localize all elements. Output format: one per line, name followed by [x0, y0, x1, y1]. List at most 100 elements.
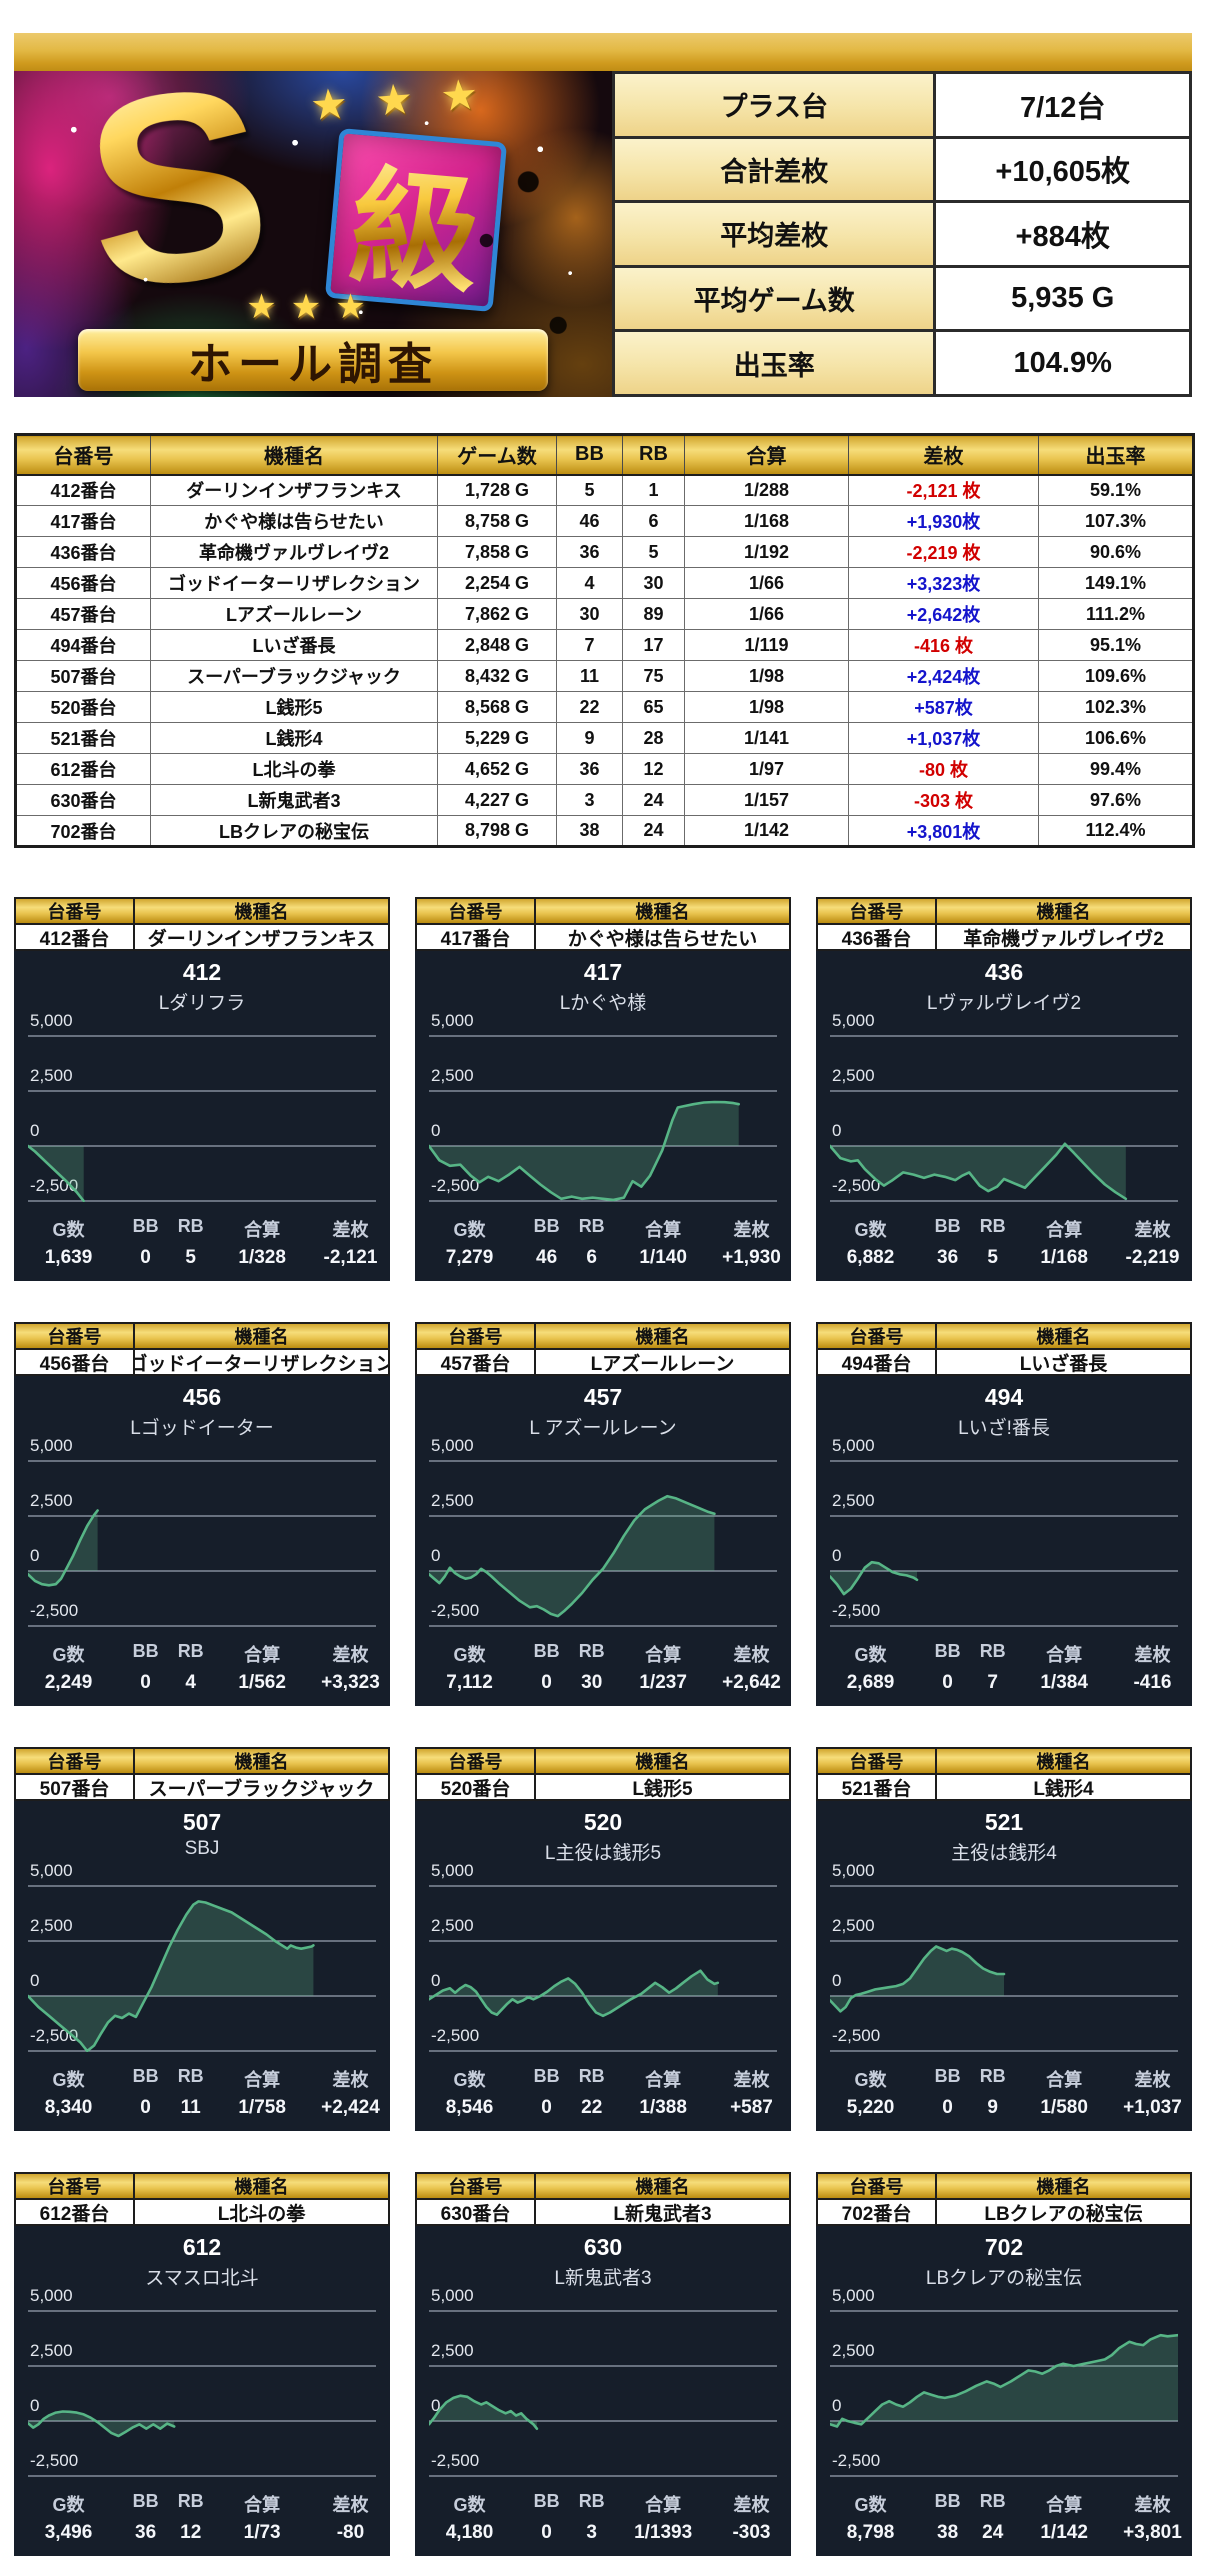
cell-machine-name: Lアズールレーン: [150, 598, 438, 630]
panel-machine-subtitle: Lヴァルヴレイヴ2: [926, 993, 1082, 1014]
stat-g-label: G数: [854, 1645, 887, 1665]
card-machine-no: 436番台: [818, 925, 938, 949]
y-axis-tick: -2,500: [832, 2026, 881, 2045]
y-axis-tick: 0: [30, 1971, 40, 1990]
card-name-label: 機種名: [135, 2174, 388, 2198]
stat-gassan-value: 1/580: [1040, 2097, 1088, 2118]
card-no-label: 台番号: [417, 1324, 537, 1348]
stat-diff-label: 差枚: [733, 2070, 770, 2090]
cell-rb: 6: [622, 505, 685, 537]
card-machine-no: 494番台: [818, 1350, 938, 1374]
card-machine-name: Lアズールレーン: [536, 1350, 789, 1374]
card-header-values: 494番台 Lいざ番長: [818, 1350, 1190, 1376]
y-axis-tick: 5,000: [431, 1861, 474, 1880]
slump-panel: 412 Lダリフラ 5,000 2,500 0 -2,500 G数 BB RB 合算 …: [14, 951, 390, 1281]
y-axis-tick: 5,000: [431, 1436, 474, 1455]
card-header-table: 台番号 機種名 507番台 スーパーブラックジャック: [14, 1747, 390, 1801]
cell-payout-rate: 106.6%: [1038, 722, 1194, 754]
panel-machine-number: 702: [984, 2234, 1024, 2260]
y-axis-tick: -2,500: [431, 1176, 480, 1195]
cell-diff: +1,930枚: [848, 505, 1039, 537]
summary-row: 合計差枚 +10,605枚: [615, 138, 1189, 204]
stat-bb-value: 36: [937, 1247, 959, 1268]
column-header: RB: [622, 434, 685, 476]
cell-rb: 17: [622, 629, 685, 661]
panel-stats-labels: G数 BB RB 合算 差枚: [816, 1216, 1192, 1242]
cell-rb: 24: [622, 784, 685, 816]
panel-stats: G数 BB RB 合算 差枚 7,112 0 30 1/237 +2,642: [415, 1641, 791, 1694]
y-axis-tick: 0: [431, 2396, 441, 2415]
card-header-table: 台番号 機種名 494番台 Lいざ番長: [816, 1322, 1192, 1376]
machine-card: 台番号 機種名 456番台 ゴッドイーターリザレクション 456 Lゴッドイータ…: [14, 1322, 390, 1706]
panel-stats: G数 BB RB 合算 差枚 7,279 46 6 1/140 +1,930: [415, 1216, 791, 1269]
cell-machine-name: L銭形5: [150, 691, 438, 723]
summary-row: 平均ゲーム数 5,935 G: [615, 267, 1189, 333]
card-header-values: 612番台 L北斗の拳: [16, 2200, 388, 2226]
stat-diff-label: 差枚: [733, 2495, 770, 2515]
cell-payout-rate: 109.6%: [1038, 660, 1194, 692]
y-axis-tick: 5,000: [431, 1011, 474, 1030]
y-axis-tick: -2,500: [30, 1601, 79, 1620]
results-table-body: 412番台 ダーリンインザフランキス 1,728 G 5 1 1/288 -2,…: [15, 474, 1194, 847]
card-header-table: 台番号 機種名 456番台 ゴッドイーターリザレクション: [14, 1322, 390, 1376]
card-name-label: 機種名: [135, 1749, 388, 1773]
cell-diff: -2,219 枚: [848, 536, 1039, 568]
card-header-table: 台番号 機種名 417番台 かぐや様は告らせたい: [415, 897, 791, 951]
cell-bb: 36: [556, 753, 623, 785]
stat-bb-label: BB: [934, 1641, 961, 1661]
stat-g-value: 5,220: [846, 2097, 895, 2118]
card-header-labels: 台番号 機種名: [16, 899, 388, 925]
summary-label: 出玉率: [615, 332, 937, 394]
card-header-table: 台番号 機種名 436番台 革命機ヴァルヴレイヴ2: [816, 897, 1192, 951]
card-machine-name: Lいざ番長: [937, 1350, 1190, 1374]
card-machine-name: L新鬼武者3: [536, 2200, 789, 2224]
cell-payout-rate: 149.1%: [1038, 567, 1194, 599]
panel-machine-number: 457: [583, 1384, 623, 1410]
cell-payout-rate: 95.1%: [1038, 629, 1194, 661]
panel-stats: G数 BB RB 合算 差枚 8,340 0 11 1/758 +2,424: [14, 2066, 390, 2119]
stat-rb-label: RB: [979, 2066, 1006, 2086]
card-name-label: 機種名: [536, 2174, 789, 2198]
panel-machine-number: 507: [182, 1809, 222, 1835]
column-header: 差枚: [848, 434, 1039, 476]
summary-value: +884枚: [936, 203, 1189, 265]
stat-rb-value: 7: [987, 1672, 998, 1693]
table-row: 630番台 L新鬼武者3 4,227 G 3 24 1/157 -303 枚 9…: [15, 784, 1194, 816]
panel-machine-subtitle: Lダリフラ: [158, 993, 246, 1014]
summary-row: プラス台 7/12台: [615, 74, 1189, 139]
stat-rb-value: 9: [987, 2097, 998, 2118]
stat-diff-value: -2,121: [323, 1247, 378, 1268]
stat-g-value: 4,180: [445, 2522, 494, 2543]
cell-gassan: 1/192: [684, 536, 849, 568]
stat-diff-label: 差枚: [1134, 1220, 1171, 1240]
card-machine-name: 革命機ヴァルヴレイヴ2: [937, 925, 1190, 949]
stat-bb-label: BB: [934, 1216, 961, 1236]
y-axis-tick: -2,500: [431, 2026, 480, 2045]
panel-machine-number: 456: [182, 1384, 222, 1410]
stat-rb-label: RB: [578, 2491, 605, 2511]
card-name-label: 機種名: [937, 1324, 1190, 1348]
stat-rb-label: RB: [979, 2491, 1006, 2511]
card-name-label: 機種名: [937, 899, 1190, 923]
slump-chart: 5,000 2,500 0 -2,500: [816, 1801, 1192, 2131]
card-no-label: 台番号: [417, 899, 537, 923]
stat-g-value: 2,689: [846, 1672, 895, 1693]
panel-stats-values: 8,798 38 24 1/142 +3,801: [816, 2517, 1192, 2544]
y-axis-tick: 2,500: [30, 1066, 73, 1085]
card-header-labels: 台番号 機種名: [818, 2174, 1190, 2200]
slump-chart: 5,000 2,500 0 -2,500: [14, 2226, 390, 2556]
panel-stats: G数 BB RB 合算 差枚 8,546 0 22 1/388 +587: [415, 2066, 791, 2119]
slump-chart: 5,000 2,500 0 -2,500: [14, 1801, 390, 2131]
y-axis-tick: 0: [431, 1971, 441, 1990]
stat-gassan-value: 1/168: [1040, 1247, 1088, 1268]
stat-bb-label: BB: [132, 2066, 159, 2086]
stat-gassan-label: 合算: [645, 1645, 682, 1665]
cell-rb: 5: [622, 536, 685, 568]
card-machine-no: 456番台: [16, 1350, 136, 1374]
card-header-values: 521番台 L銭形4: [818, 1775, 1190, 1801]
stat-diff-label: 差枚: [1134, 1645, 1171, 1665]
cell-games: 7,862 G: [437, 598, 557, 630]
slump-panel: 521 主役は銭形4 5,000 2,500 0 -2,500 G数 BB RB 合算…: [816, 1801, 1192, 2131]
stat-diff-label: 差枚: [332, 2495, 369, 2515]
